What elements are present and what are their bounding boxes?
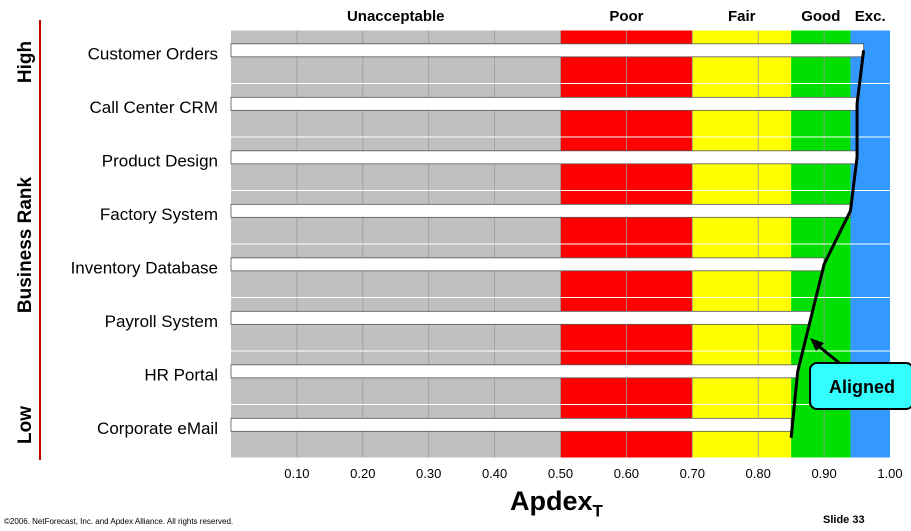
x-tick-label: 0.30 <box>416 466 441 481</box>
x-tick-label: 0.70 <box>680 466 705 481</box>
y-axis-title: Business Rank <box>15 176 36 313</box>
x-axis-title: ApdexT <box>510 486 603 521</box>
category-label: Payroll System <box>105 312 218 331</box>
x-tick-label: 1.00 <box>877 466 902 481</box>
x-axis-title-subscript: T <box>592 501 603 521</box>
zone-label-fair: Fair <box>728 8 756 25</box>
x-tick-label: 0.60 <box>614 466 639 481</box>
copyright-notice: ©2006. NetForecast, Inc. and Apdex Allia… <box>4 517 234 526</box>
category-label: Customer Orders <box>88 44 218 63</box>
category-label: Factory System <box>100 205 218 224</box>
bar <box>230 43 865 58</box>
rank-high-label: High <box>15 41 36 83</box>
slide-number: Slide 33 <box>823 514 865 526</box>
bar <box>230 96 858 111</box>
category-label: Corporate eMail <box>97 419 218 438</box>
x-tick-label: 0.10 <box>284 466 309 481</box>
category-label: Product Design <box>102 151 218 170</box>
bar <box>230 257 825 272</box>
callout-label: Aligned <box>829 377 895 397</box>
x-tick-label: 0.50 <box>548 466 573 481</box>
zone-label-unacceptable: Unacceptable <box>347 8 445 25</box>
x-tick-label: 0.90 <box>811 466 836 481</box>
category-label: Inventory Database <box>71 258 218 277</box>
category-label: HR Portal <box>144 365 218 384</box>
zone-label-exc: Exc. <box>855 8 886 25</box>
x-tick-label: 0.80 <box>746 466 771 481</box>
bar <box>230 203 851 218</box>
x-tick-label: 0.20 <box>350 466 375 481</box>
zone-label-good: Good <box>801 8 840 25</box>
bar <box>230 150 858 165</box>
trend-line <box>789 50 866 438</box>
callout-box <box>809 362 911 410</box>
bar <box>230 417 792 432</box>
bar <box>230 364 799 379</box>
callout-arrowhead <box>810 338 824 351</box>
bar <box>230 310 812 325</box>
zone-label-poor: Poor <box>609 8 643 25</box>
category-label: Call Center CRM <box>90 98 218 117</box>
x-tick-label: 0.40 <box>482 466 507 481</box>
rank-low-label: Low <box>15 406 36 444</box>
